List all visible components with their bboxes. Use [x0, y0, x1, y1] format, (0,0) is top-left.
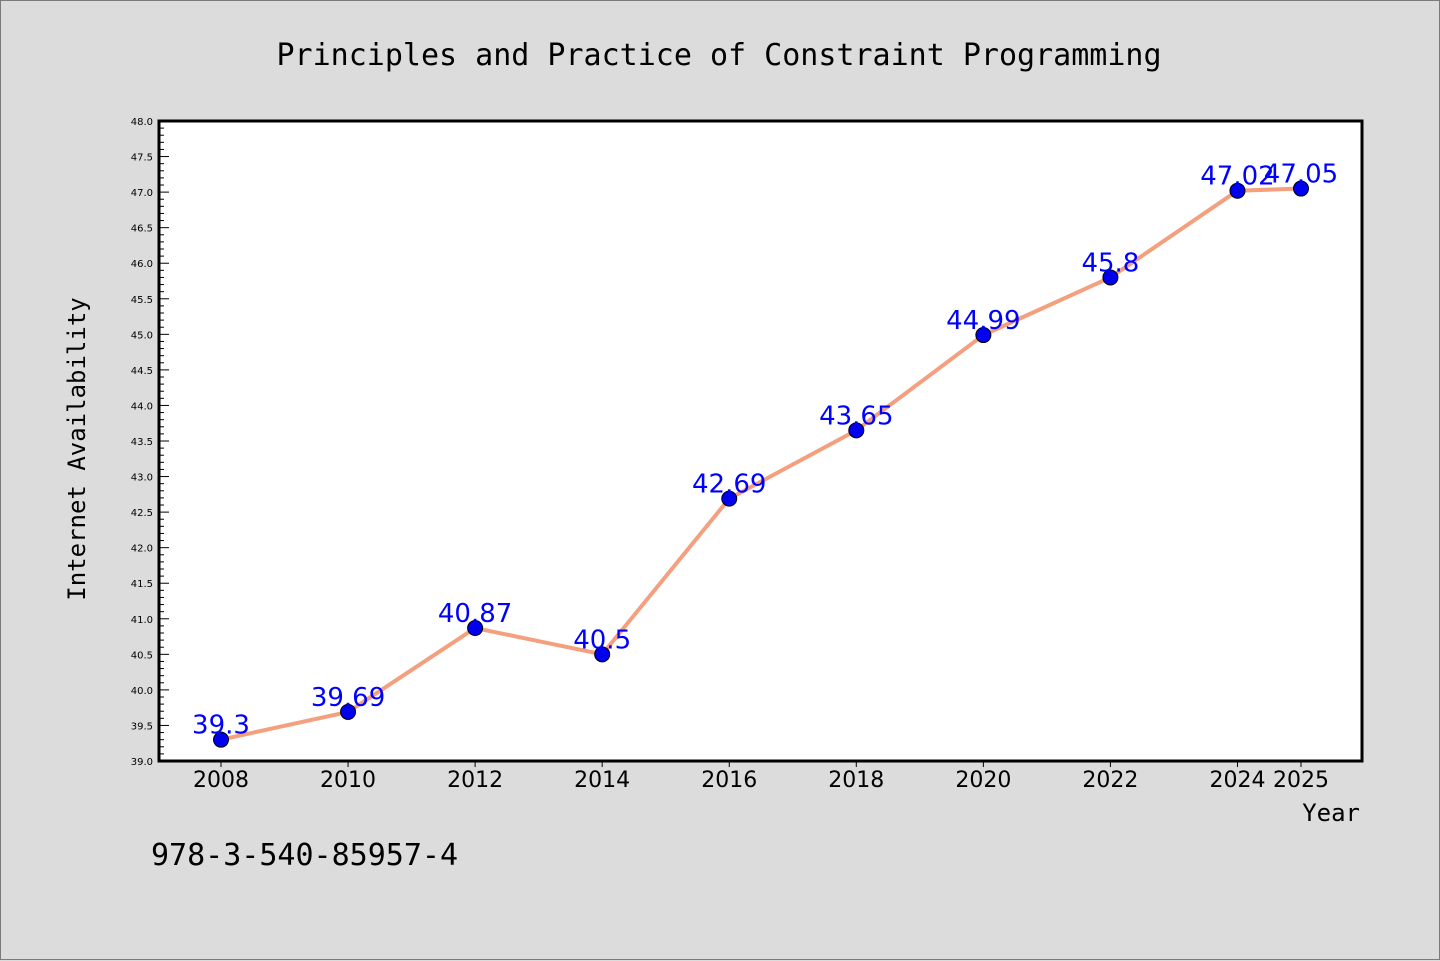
y-tick-label: 41.0 — [131, 615, 153, 626]
chart-title: Principles and Practice of Constraint Pr… — [276, 38, 1161, 73]
data-point — [340, 703, 357, 720]
y-tick-label: 44.5 — [131, 366, 153, 377]
data-label: 44.99 — [946, 306, 1020, 336]
data-label: 47.05 — [1264, 160, 1338, 190]
data-point — [721, 490, 738, 507]
data-point — [1102, 269, 1119, 286]
y-tick-label: 43.5 — [131, 437, 153, 448]
data-point — [1293, 180, 1309, 197]
x-tick-label: 2020 — [955, 768, 1011, 793]
y-tick-label: 46.0 — [131, 259, 153, 270]
y-tick-label: 48.0 — [131, 117, 153, 128]
data-labels: 39.3 39.69 40.87 40.5 42.69 43.65 44.99 45.8 47.… — [192, 160, 1338, 741]
y-tick-label: 42.0 — [131, 544, 153, 555]
data-label: 40.87 — [438, 599, 512, 629]
x-tick-label: 2022 — [1082, 768, 1138, 793]
data-point — [467, 620, 484, 637]
x-tick-label: 2014 — [574, 768, 630, 793]
series-line — [220, 186, 1302, 742]
y-tick-label: 42.5 — [131, 508, 153, 519]
data-point — [1229, 182, 1246, 199]
x-axis: 2008 2010 2012 2014 2016 2018 2020 2022 2024 2025 — [193, 761, 1329, 793]
x-tick-label: 2024 — [1209, 768, 1265, 793]
series-markers — [213, 180, 1309, 748]
y-tick-label: 39.0 — [131, 757, 153, 768]
x-tick-label: 2016 — [701, 768, 757, 793]
x-tick-label: 2010 — [320, 768, 376, 793]
x-tick-label: 2025 — [1273, 768, 1329, 793]
x-tick-label: 2018 — [828, 768, 884, 793]
y-tick-label: 47.5 — [131, 153, 153, 164]
y-tick-label: 41.5 — [131, 579, 153, 590]
data-point — [975, 327, 992, 344]
data-label: 47.02 — [1200, 162, 1274, 192]
x-axis-label: Year — [1302, 799, 1360, 827]
data-point — [213, 731, 229, 748]
plot-border — [157, 119, 1364, 763]
y-tick-label: 45.0 — [131, 330, 153, 341]
x-tick-label: 2012 — [447, 768, 503, 793]
y-tick-label: 45.5 — [131, 295, 153, 306]
y-tick-label: 46.5 — [131, 224, 153, 235]
y-tick-label: 40.0 — [131, 686, 153, 697]
y-tick-label: 44.0 — [131, 401, 153, 412]
data-label: 42.69 — [692, 470, 766, 500]
y-axis-label: Internet Availability — [63, 297, 91, 600]
y-tick-label: 39.5 — [131, 721, 153, 732]
y-tick-label: 40.5 — [131, 650, 153, 661]
data-point — [594, 646, 611, 663]
y-tick-label: 43.0 — [131, 473, 153, 484]
x-tick-label: 2008 — [193, 768, 249, 793]
data-label: 39.3 — [192, 711, 250, 741]
data-label: 43.65 — [819, 401, 893, 431]
data-label: 40.5 — [573, 625, 631, 655]
y-tick-label: 47.0 — [131, 188, 153, 199]
isbn-text: 978-3-540-85957-4 — [151, 838, 458, 873]
data-point — [848, 422, 865, 439]
plot-area — [159, 121, 1362, 761]
data-label: 39.69 — [311, 683, 385, 713]
data-label: 45.8 — [1081, 248, 1139, 278]
